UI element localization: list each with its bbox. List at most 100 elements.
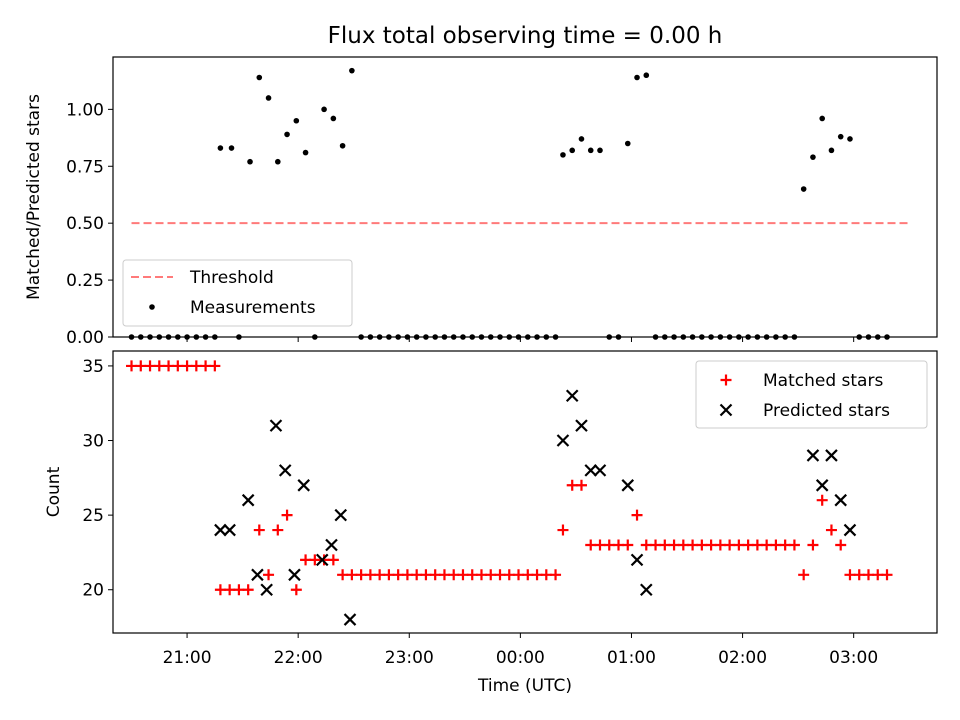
bottom-axes-frame	[112, 350, 938, 634]
x-tick-label: 01:00	[607, 648, 656, 668]
bottom-y-tick-label: 25	[82, 506, 104, 526]
x-tick-label: 00:00	[496, 648, 545, 668]
predicted-star-point	[593, 464, 607, 477]
measurement-point	[837, 133, 844, 140]
measurement-point	[560, 152, 566, 158]
matched-star-point	[668, 539, 680, 551]
predicted-star-point	[251, 568, 264, 582]
matched-star-point	[631, 509, 643, 521]
predicted-star-point	[806, 449, 820, 462]
legend-predicted-label: Predicted stars	[763, 401, 890, 421]
matched-star-point	[163, 360, 175, 372]
matched-star-point	[209, 360, 221, 372]
top-y-ticks: 0.00 0.25 0.50 0.75 1.00	[66, 100, 855, 348]
matched-star-point	[214, 584, 226, 596]
matched-star-point	[779, 539, 791, 551]
measurement-point	[302, 149, 309, 156]
predicted-star-point	[260, 583, 273, 597]
matched-star-point	[290, 584, 302, 596]
matched-star-point	[200, 360, 212, 372]
matched-star-point	[825, 524, 837, 536]
matched-star-point	[485, 569, 497, 581]
x-ticks: 21:00 22:00 23:00 00:00 01:00 02:00 03:00	[163, 633, 878, 668]
matched-star-point	[494, 569, 506, 581]
predicted-star-point	[584, 464, 598, 477]
matched-star-point	[253, 524, 265, 536]
measurement-point	[578, 136, 585, 142]
matched-star-point	[346, 569, 358, 581]
predicted-star-point	[630, 553, 644, 567]
x-tick-label: 03:00	[829, 648, 878, 668]
matched-star-point	[503, 569, 515, 581]
top-panel: 0.00 0.25 0.50 0.75 1.00 Matched/Predicted s…	[24, 56, 938, 348]
x-tick-label: 02:00	[718, 648, 767, 668]
measurement-point	[597, 147, 603, 154]
measurement-point	[349, 67, 355, 74]
measurement-point	[819, 115, 825, 122]
matched-star-point	[457, 569, 469, 581]
matched-star-point	[448, 569, 460, 581]
matched-star-point	[714, 539, 726, 551]
bottom-panel: 20 25 30 35 21:00 22:00 23:00 00:00 01:00 02:00 0…	[44, 350, 938, 696]
predicted-star-point	[297, 479, 311, 492]
matched-star-point	[153, 360, 165, 372]
legend-matched-label: Matched stars	[763, 371, 883, 391]
predicted-star-point	[565, 389, 579, 403]
measurement-point	[810, 154, 816, 160]
matched-star-point	[798, 569, 810, 581]
matched-star-point	[401, 569, 413, 581]
predicted-star-point	[825, 449, 838, 462]
measurement-point	[339, 142, 346, 149]
matched-star-point	[522, 569, 534, 581]
matched-star-point	[337, 569, 349, 581]
matched-star-point	[603, 539, 615, 551]
matched-star-point	[300, 554, 312, 566]
matched-star-point	[411, 569, 423, 581]
legend-predicted-swatch	[719, 403, 733, 417]
top-y-tick-label: 1.00	[66, 100, 104, 120]
matched-star-point	[272, 524, 284, 536]
measurement-point	[256, 74, 263, 81]
matched-star-point	[751, 539, 763, 551]
matched-star-point	[566, 479, 578, 491]
x-axis-label: Time (UTC)	[477, 676, 572, 696]
matched-star-point	[327, 554, 339, 566]
predicted-star-point	[315, 553, 329, 567]
measurement-point	[828, 147, 835, 154]
legend-matched-swatch	[720, 374, 732, 386]
measurement-point	[275, 158, 281, 165]
top-legend: Threshold Measurements	[122, 259, 353, 327]
measurement-point	[847, 136, 853, 142]
matched-star-point	[383, 569, 395, 581]
matched-star-point	[233, 584, 245, 596]
matched-star-point	[126, 360, 138, 372]
matched-star-point	[844, 569, 856, 581]
predicted-star-point	[223, 523, 236, 537]
bottom-y-tick-label: 30	[82, 432, 104, 452]
matched-star-point	[862, 569, 874, 581]
predicted-star-point	[269, 419, 283, 432]
matched-star-point	[172, 360, 184, 372]
predicted-star-point	[834, 493, 847, 507]
matched-star-point	[659, 539, 671, 551]
matched-star-point	[705, 539, 717, 551]
matched-star-point	[374, 569, 386, 581]
matched-star-point	[872, 569, 884, 581]
matched-star-point	[761, 539, 773, 551]
bottom-y-tick-label: 35	[82, 357, 104, 377]
matched-star-point	[585, 539, 597, 551]
bottom-legend: Matched stars Predicted stars	[695, 360, 928, 429]
matched-star-point	[420, 569, 432, 581]
matched-star-point	[540, 569, 552, 581]
top-y-axis-label: Matched/Predicted stars	[24, 94, 44, 300]
top-y-tick-label: 0.00	[66, 328, 104, 348]
bottom-plot-area	[126, 360, 893, 626]
predicted-star-point	[843, 523, 857, 537]
matched-star-point	[242, 584, 254, 596]
predicted-star-point	[575, 419, 588, 432]
top-y-tick-label: 0.50	[66, 214, 104, 234]
bottom-y-ticks: 20 25 30 35	[82, 357, 113, 601]
matched-star-point	[224, 584, 236, 596]
matched-star-point	[438, 569, 450, 581]
